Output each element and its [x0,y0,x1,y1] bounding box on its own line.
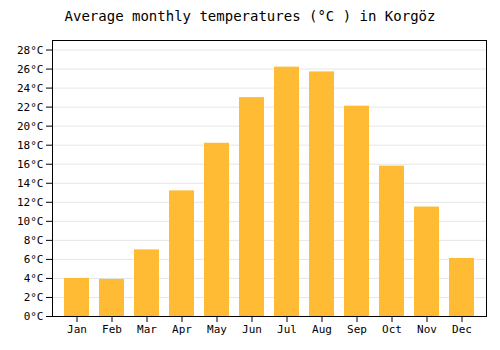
svg-text:Jun: Jun [242,323,262,336]
svg-text:4°C: 4°C [24,272,44,285]
svg-text:18°C: 18°C [17,139,44,152]
svg-text:24°C: 24°C [17,82,44,95]
svg-text:28°C: 28°C [17,44,44,57]
svg-text:Jan: Jan [67,323,87,336]
svg-text:20°C: 20°C [17,120,44,133]
svg-text:16°C: 16°C [17,158,44,171]
html-text:Average monthly temperatures (: Average monthly temperatures (°C ) in Ko… [64,8,436,24]
svg-text:May: May [207,323,227,336]
svg-text:2°C: 2°C [24,291,44,304]
svg-text:Jul: Jul [277,323,297,336]
svg-text:8°C: 8°C [24,234,44,247]
svg-text:Apr: Apr [172,323,192,336]
svg-text:Dec: Dec [452,323,472,336]
svg-text:Mar: Mar [137,323,157,336]
svg-text:0°C: 0°C [24,310,44,323]
svg-text:22°C: 22°C [17,101,44,114]
svg-text:10°C: 10°C [17,215,44,228]
svg-text:Oct: Oct [382,323,402,336]
svg-text:Nov: Nov [417,323,437,336]
svg-text:6°C: 6°C [24,253,44,266]
svg-text:14°C: 14°C [17,177,44,190]
svg-text:Sep: Sep [347,323,367,336]
svg-text:12°C: 12°C [17,196,44,209]
svg-text:Feb: Feb [102,323,122,336]
svg-text:Aug: Aug [312,323,332,336]
svg-text:26°C: 26°C [17,63,44,76]
